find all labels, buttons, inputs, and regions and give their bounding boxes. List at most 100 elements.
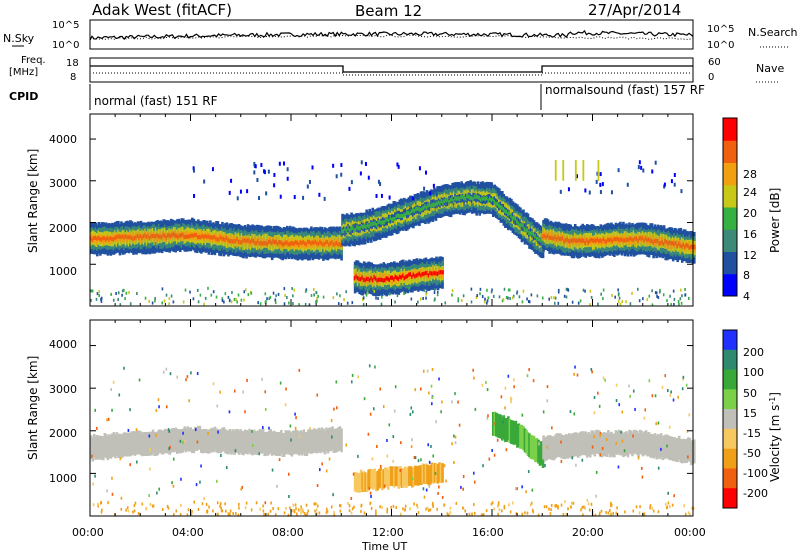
power-cell <box>382 273 386 283</box>
power-cell <box>133 236 137 241</box>
power-cell <box>628 237 631 242</box>
power-cell <box>304 302 307 306</box>
power-colorbar-frame <box>722 117 738 297</box>
velocity-cell <box>172 428 176 453</box>
nave-label: Nave <box>756 62 784 75</box>
velocity-cell <box>473 503 475 507</box>
power-cell <box>172 232 176 237</box>
velocity-cell <box>151 504 154 508</box>
velocity-cell <box>295 416 297 420</box>
velocity-cell <box>615 441 618 445</box>
velocity-cell <box>362 471 366 491</box>
velocity-cell <box>382 469 386 489</box>
power-cell <box>412 208 415 217</box>
velocity-cell <box>292 503 295 507</box>
power-cell <box>600 292 602 296</box>
power-cell <box>648 294 651 298</box>
power-cell <box>311 240 315 245</box>
velocity-cell <box>490 502 493 506</box>
velocity-cell <box>332 493 334 497</box>
velocity-cell <box>250 508 253 512</box>
power-cell <box>613 237 616 242</box>
power-cell <box>290 241 294 246</box>
velocity-cell <box>299 430 303 455</box>
velocity-cell <box>632 429 636 454</box>
power-cell <box>537 236 540 242</box>
velocity-cell <box>368 364 371 368</box>
velocity-cell <box>522 426 525 451</box>
power-cell <box>584 235 588 245</box>
power-ylabel: Slant Range [km] <box>26 149 40 253</box>
velocity-cell <box>325 427 328 452</box>
power-cell <box>421 272 425 277</box>
velocity-cell <box>674 438 678 462</box>
power-cell <box>448 199 451 205</box>
power-cell <box>353 228 356 233</box>
power-cell <box>520 222 524 227</box>
velocity-cell <box>569 410 572 414</box>
velocity-cell <box>117 434 120 458</box>
velocity-cell <box>590 502 593 506</box>
velocity-cell <box>605 511 607 515</box>
power-cell <box>642 297 644 301</box>
power-cell <box>260 163 263 168</box>
velocity-cell <box>584 506 586 510</box>
power-cell <box>125 291 128 295</box>
velocity-cell <box>405 468 408 488</box>
power-cell <box>511 216 515 221</box>
velocity-cell <box>375 512 377 516</box>
power-cell <box>150 234 153 239</box>
power-cell <box>162 232 165 237</box>
velocity-cell <box>173 513 175 517</box>
power-cell <box>549 231 553 240</box>
power-cell <box>195 232 199 238</box>
velocity-cell <box>180 503 182 507</box>
power-cell <box>530 293 533 297</box>
velocity-cell <box>201 429 205 454</box>
power-cell <box>178 233 182 238</box>
velocity-cell <box>449 506 452 510</box>
power-cbar-swatch <box>723 207 737 230</box>
velocity-cell <box>305 432 309 456</box>
velocity-cell <box>369 412 372 416</box>
power-cell <box>388 292 391 296</box>
velocity-cell <box>132 430 135 455</box>
velocity-cell <box>689 512 691 516</box>
velocity-cell <box>190 371 192 375</box>
velocity-cell <box>443 464 446 468</box>
velocity-cell <box>314 429 318 454</box>
power-cell <box>148 231 152 241</box>
velocity-cell <box>314 509 316 513</box>
velocity-cell <box>105 434 108 458</box>
velocity-cell <box>472 368 474 372</box>
power-cell <box>423 271 426 277</box>
velocity-cell <box>206 510 209 514</box>
power-cell <box>270 240 274 246</box>
power-cell <box>405 274 408 280</box>
power-cell <box>283 287 286 291</box>
velocity-cell <box>244 410 246 414</box>
velocity-cell <box>562 513 565 517</box>
velocity-cell <box>194 426 197 451</box>
velocity-cell <box>269 509 272 513</box>
velocity-cell <box>421 463 425 484</box>
velocity-cell <box>610 512 612 516</box>
power-cell <box>345 290 347 294</box>
velocity-cell <box>336 406 338 410</box>
velocity-cell <box>361 472 364 493</box>
power-cell <box>342 229 346 234</box>
velocity-cell <box>370 494 372 498</box>
power-cell <box>616 236 619 242</box>
power-cell <box>96 292 99 296</box>
power-cell <box>246 238 250 243</box>
velocity-cell <box>163 428 167 453</box>
velocity-cell <box>123 366 125 370</box>
power-cell <box>632 238 636 243</box>
power-cell <box>196 288 199 292</box>
power-cell <box>469 195 472 201</box>
power-cell <box>129 302 132 306</box>
power-cell <box>631 291 633 295</box>
velocity-cell <box>334 428 337 453</box>
power-cell <box>91 237 95 242</box>
velocity-cell <box>388 423 391 427</box>
